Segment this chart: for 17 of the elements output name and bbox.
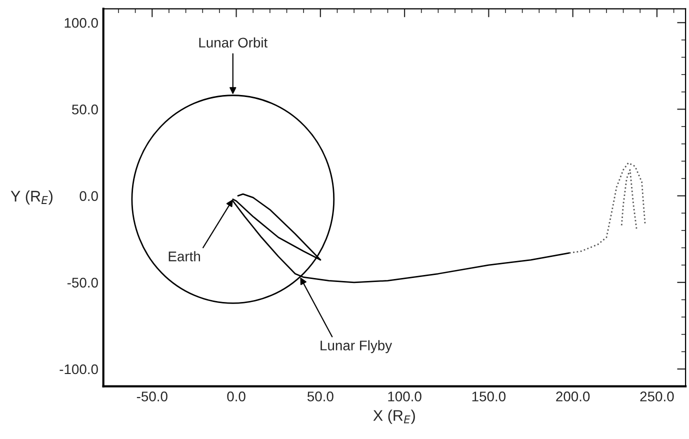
x-axis-title: X (R$_{E}$) bbox=[373, 410, 415, 424]
x-tick-label: 150.0 bbox=[472, 392, 506, 402]
x-tick-label: -50.0 bbox=[136, 392, 168, 402]
x-tick-label: 50.0 bbox=[307, 392, 334, 402]
annotation: Lunar Orbit bbox=[199, 37, 268, 48]
y-axis-title: Y (R$_{E}$) bbox=[10, 190, 52, 205]
x-tick-label: 0.0 bbox=[227, 392, 246, 402]
y-tick-label: 0.0 bbox=[80, 191, 98, 201]
x-tick-label: 100.0 bbox=[388, 392, 422, 402]
y-tick-label: -50.0 bbox=[67, 278, 98, 288]
x-tick-label: 250.0 bbox=[640, 392, 674, 402]
y-tick-label: -100.0 bbox=[60, 364, 98, 374]
x-tick-label: 200.0 bbox=[556, 392, 590, 402]
annotation: Earth bbox=[168, 251, 200, 262]
y-tick-label: 100.0 bbox=[64, 18, 98, 28]
y-tick-label: 50.0 bbox=[72, 104, 98, 114]
annotation: Lunar Flyby bbox=[320, 340, 392, 354]
